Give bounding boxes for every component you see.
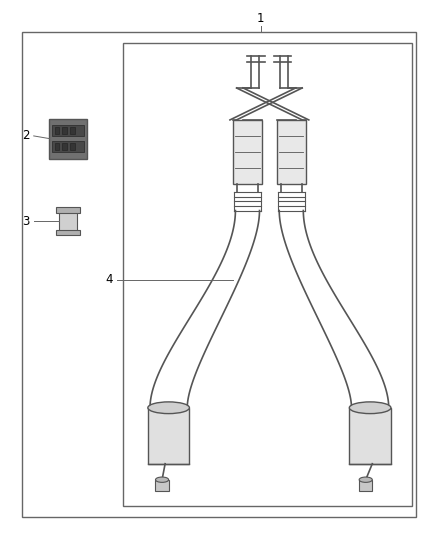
Bar: [54, 127, 59, 134]
Text: 2: 2: [22, 130, 30, 142]
Text: 3: 3: [23, 215, 30, 228]
Bar: [359, 480, 372, 491]
Bar: [52, 141, 84, 152]
Ellipse shape: [350, 402, 391, 414]
Bar: [70, 127, 74, 134]
Bar: [233, 120, 261, 184]
Bar: [56, 207, 80, 213]
Ellipse shape: [155, 477, 169, 482]
Bar: [277, 120, 305, 184]
Ellipse shape: [359, 477, 372, 482]
Bar: [54, 143, 59, 150]
Bar: [155, 480, 169, 491]
Bar: [56, 230, 80, 235]
Bar: [123, 43, 412, 506]
Ellipse shape: [148, 402, 189, 414]
Bar: [62, 143, 67, 150]
Bar: [49, 119, 87, 159]
Bar: [148, 408, 189, 464]
Text: 4: 4: [106, 273, 113, 286]
Text: 1: 1: [257, 12, 265, 25]
Bar: [52, 125, 84, 136]
Bar: [350, 408, 391, 464]
Bar: [62, 127, 67, 134]
Bar: [59, 208, 77, 234]
Bar: [70, 143, 74, 150]
